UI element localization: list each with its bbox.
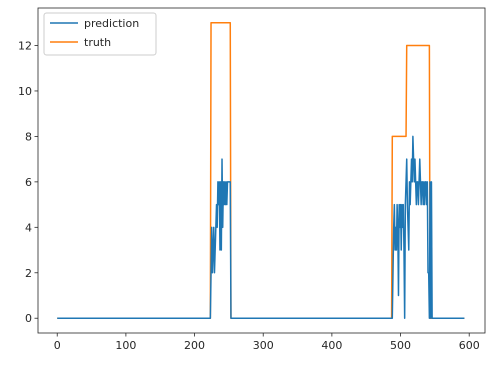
series-layer [57,22,465,319]
y-tick-label: 8 [25,130,32,143]
y-tick-label: 12 [18,40,32,53]
series-line-truth [57,22,465,319]
x-tick-label: 600 [459,339,480,352]
x-tick-label: 0 [54,339,61,352]
series-line-prediction [57,135,465,319]
x-tick-label: 200 [184,339,205,352]
legend: prediction truth [43,12,157,56]
y-tick-label: 0 [25,312,32,325]
axis-layer: 0 100 200 300 400 500 600 0 2 4 6 8 10 12 [18,40,480,353]
y-tick-label: 10 [18,85,32,98]
x-tick-label: 400 [321,339,342,352]
y-tick-label: 6 [25,176,32,189]
legend-prediction-label: prediction [84,17,139,30]
x-tick-label: 500 [390,339,411,352]
x-tick-label: 300 [253,339,274,352]
x-tick-label: 100 [115,339,136,352]
y-tick-label: 4 [25,221,32,234]
y-tick-label: 2 [25,267,32,280]
legend-truth-label: truth [84,36,111,49]
plot-frame [37,7,486,334]
